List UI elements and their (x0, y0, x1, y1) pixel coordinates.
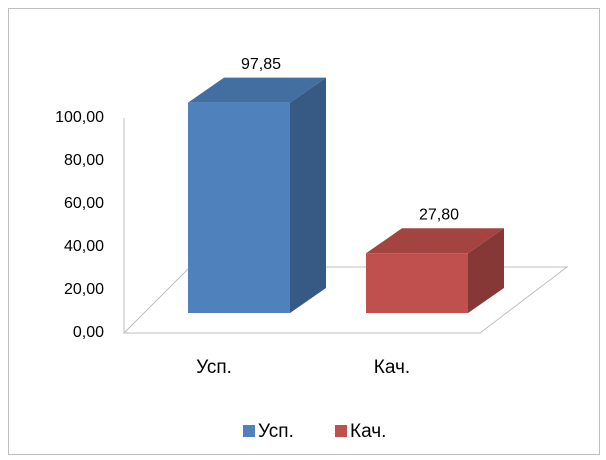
y-tick-label: 60,00 (64, 195, 104, 212)
y-tick-label: 0,00 (73, 324, 104, 341)
x-tick-label: Усп. (196, 357, 232, 378)
value-label: 27,80 (419, 206, 459, 223)
legend-label: Кач. (350, 421, 386, 442)
bar-side (290, 77, 326, 313)
value-label: 97,85 (241, 56, 281, 73)
bar (366, 253, 468, 313)
bar (188, 102, 290, 313)
y-tick-label: 100,00 (55, 109, 104, 126)
y-tick-label: 80,00 (64, 152, 104, 169)
bar-top (188, 77, 326, 103)
legend-swatch (335, 425, 347, 437)
y-tick-label: 20,00 (64, 281, 104, 298)
bar-top (366, 228, 504, 254)
bar-side (468, 228, 504, 313)
y-tick-label: 40,00 (64, 238, 104, 255)
x-tick-label: Кач. (374, 357, 410, 378)
legend-label: Усп. (258, 421, 294, 442)
legend-swatch (243, 425, 255, 437)
